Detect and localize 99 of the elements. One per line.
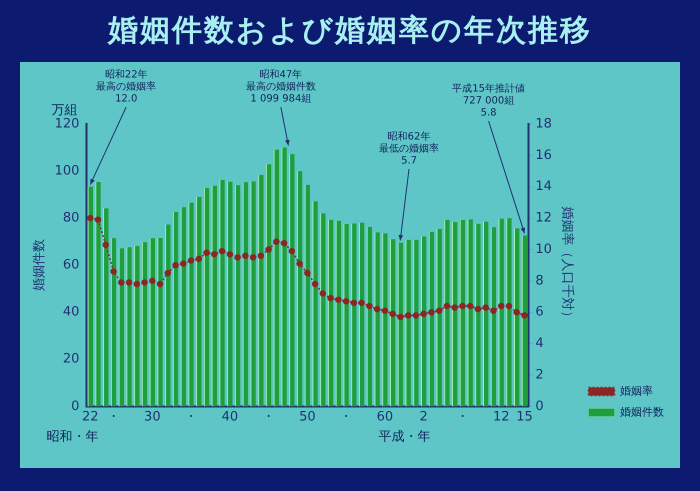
y2-tick-label: 12 [535, 210, 552, 226]
point [110, 268, 117, 275]
point [327, 294, 334, 302]
point [149, 278, 156, 284]
point [211, 250, 218, 258]
point [342, 298, 350, 305]
y2-tick-label: 18 [535, 116, 552, 132]
point [459, 302, 466, 310]
point [156, 280, 164, 288]
x-tick-label: ・ [456, 410, 469, 425]
annotation: 昭和47年最高の婚姻件数1 099 984組 [246, 68, 316, 105]
point [172, 262, 179, 268]
point [358, 300, 365, 306]
y-tick-label: 40 [62, 304, 80, 320]
point [482, 304, 489, 311]
point [389, 310, 396, 318]
point [218, 248, 226, 254]
legend-label: 婚姻率 [620, 384, 653, 398]
y2-tick-label: 4 [535, 336, 544, 352]
point [226, 250, 234, 258]
text: 昭和・年 [46, 429, 99, 444]
point [250, 254, 256, 261]
point [513, 309, 520, 316]
point [397, 314, 404, 320]
x-tick-label: ・ [262, 410, 276, 425]
y-tick-label: 80 [62, 210, 80, 226]
point [506, 302, 512, 310]
point [87, 214, 94, 222]
point [404, 312, 412, 319]
x-tick-label: 40 [222, 410, 238, 425]
y-tick-label: 60 [62, 258, 80, 273]
x-tick-label: 2 [420, 410, 428, 425]
x-tick-label: ・ [107, 410, 120, 425]
y2-tick-label: 8 [535, 273, 544, 288]
x-tick-label: 15 [516, 410, 533, 425]
point [466, 302, 474, 310]
point [366, 302, 373, 310]
point [382, 307, 388, 314]
y-tick-label: 0 [71, 398, 80, 414]
text: 万組 [52, 102, 78, 118]
annotation: 昭和22年最高の婚姻率12.0 [96, 68, 156, 105]
point [180, 260, 187, 267]
x-tick-label: ・ [340, 410, 353, 425]
y-tick-label: 20 [62, 352, 80, 367]
point [374, 306, 380, 312]
point [196, 256, 202, 262]
point [188, 257, 194, 264]
point [273, 238, 280, 245]
y-axis-title: 婚姻件数 [32, 239, 48, 292]
point [242, 252, 249, 260]
y2-tick-label: 16 [535, 148, 552, 163]
annotation: 昭和62年最低の婚姻率5.7 [379, 130, 440, 167]
point [335, 296, 342, 303]
y2-tick-label: 0 [535, 398, 544, 414]
x-tick-label: 50 [299, 410, 316, 425]
chart-title: 婚姻件数および婚姻率の年次推移 [106, 12, 593, 50]
annotation: 平成15年推計値727 000組5.8 [452, 82, 525, 119]
point [94, 216, 102, 223]
point [521, 312, 528, 319]
point [102, 242, 110, 248]
y2-tick-label: 2 [535, 367, 544, 382]
y2-tick-label: 6 [535, 304, 544, 320]
point [258, 252, 264, 260]
point [280, 240, 288, 246]
point [451, 304, 458, 311]
x-tick-label: ・ [184, 410, 198, 425]
point [234, 254, 241, 261]
point [420, 310, 427, 318]
point [320, 290, 326, 297]
y-tick-label: 100 [54, 163, 80, 178]
y2-axis-title: 婚姻率（人口千対） [559, 206, 576, 324]
x-tick-label: 30 [144, 410, 161, 425]
point [118, 279, 125, 286]
point [490, 307, 497, 314]
point [134, 280, 140, 288]
point [444, 302, 450, 310]
point [265, 246, 272, 253]
point [312, 280, 318, 288]
x-tick-label: 12 [492, 410, 510, 425]
x-tick-label: 60 [376, 410, 394, 425]
point [288, 248, 296, 254]
y2-tick-label: 14 [535, 179, 552, 194]
legend-label: 婚姻件数 [620, 405, 664, 418]
point [304, 270, 311, 276]
point [498, 302, 504, 310]
point [428, 309, 435, 316]
point [350, 300, 358, 306]
point [126, 279, 132, 286]
point [412, 312, 420, 319]
x-tick-label: 22 [82, 410, 99, 425]
y-tick-label: 120 [54, 116, 80, 132]
point [203, 249, 210, 256]
point [474, 306, 482, 312]
y2-tick-label: 10 [535, 242, 552, 257]
point [436, 307, 442, 314]
text: 平成・年 [378, 429, 431, 444]
point [164, 270, 172, 276]
point [296, 260, 303, 267]
point [141, 279, 148, 286]
